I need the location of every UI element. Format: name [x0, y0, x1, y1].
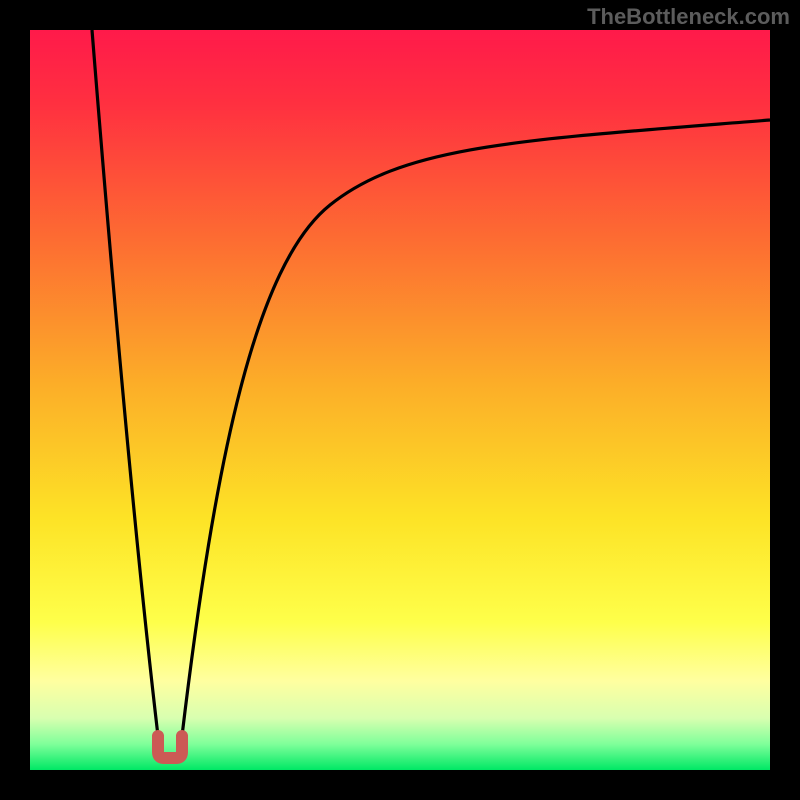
- chart-canvas: [0, 0, 800, 800]
- plot-background-gradient: [30, 30, 770, 770]
- watermark-text: TheBottleneck.com: [587, 4, 790, 30]
- bottleneck-chart: TheBottleneck.com: [0, 0, 800, 800]
